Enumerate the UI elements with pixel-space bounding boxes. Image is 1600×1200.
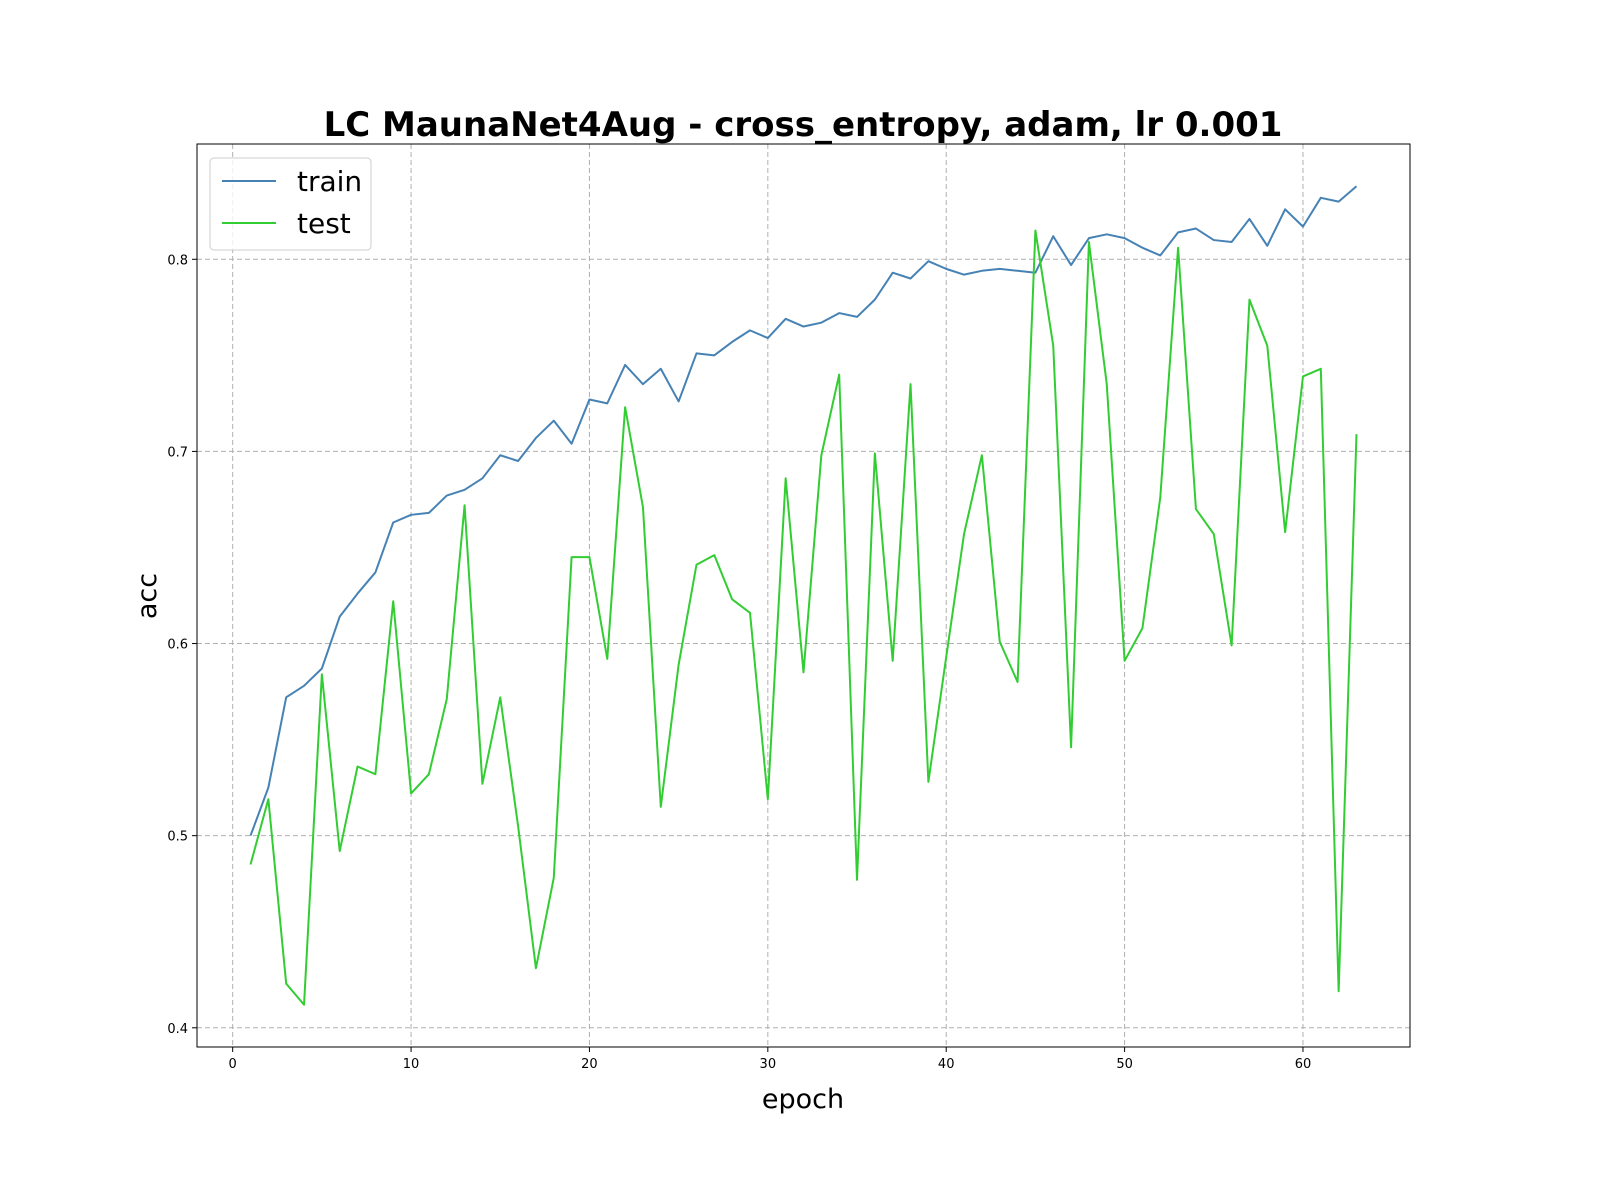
x-tick-label-2: 20: [581, 1057, 598, 1072]
y-axis-label: acc: [132, 573, 163, 619]
legend-label-train: train: [297, 165, 362, 198]
legend-label-test: test: [297, 207, 351, 240]
chart-title: LC MaunaNet4Aug - cross_entropy, adam, l…: [324, 105, 1283, 145]
y-tick-label-4: 0.8: [167, 253, 188, 268]
x-tick-label-4: 40: [938, 1057, 955, 1072]
series-line-test: [249, 229, 1358, 1006]
x-tick-label-6: 60: [1295, 1057, 1312, 1072]
y-tick-label-0: 0.4: [167, 1022, 188, 1037]
legend: train test: [209, 157, 372, 251]
plot-frame: [196, 143, 1411, 1048]
y-axis-ticks: 0.4 0.5 0.6 0.7 0.8: [167, 253, 197, 1037]
y-tick-label-3: 0.7: [167, 445, 188, 460]
x-axis-label: epoch: [762, 1084, 844, 1115]
y-tick-label-1: 0.5: [167, 830, 188, 845]
x-tick-label-1: 10: [403, 1057, 420, 1072]
series-lines: [249, 185, 1358, 1006]
x-axis-ticks: 0 10 20 30 40 50 60: [229, 1047, 1312, 1072]
x-tick-label-0: 0: [229, 1057, 237, 1072]
grid: [197, 144, 1410, 1047]
y-tick-label-2: 0.6: [167, 638, 188, 653]
x-tick-label-5: 50: [1116, 1057, 1133, 1072]
x-tick-label-3: 30: [760, 1057, 777, 1072]
series-line-train: [249, 185, 1358, 837]
